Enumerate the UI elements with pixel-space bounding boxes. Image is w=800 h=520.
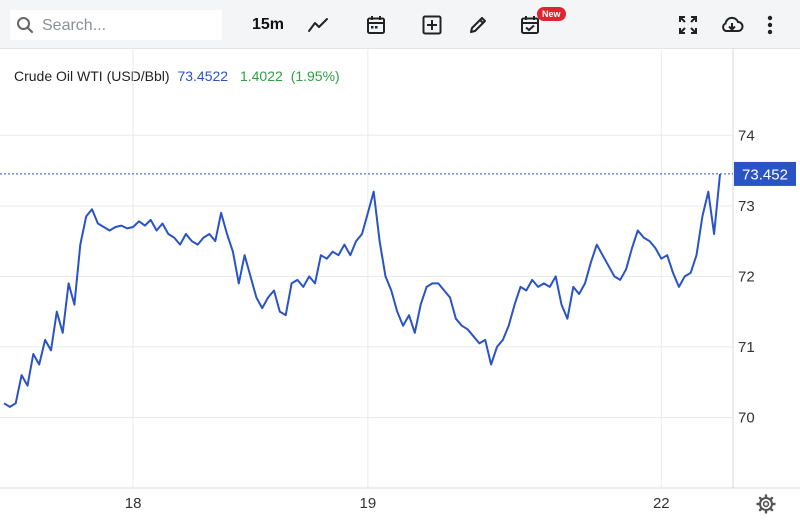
download-button[interactable] bbox=[718, 12, 746, 38]
plus-square-icon bbox=[422, 15, 442, 35]
draw-tool-button[interactable] bbox=[464, 12, 492, 38]
cloud-download-icon bbox=[722, 16, 744, 32]
pencil-icon bbox=[470, 17, 486, 33]
last-price-label: 73.452 bbox=[734, 161, 796, 186]
date-range-button[interactable] bbox=[362, 12, 390, 38]
chart-legend: Crude Oil WTI (USD/Bbl) 73.4522 1.4022 (… bbox=[14, 68, 340, 84]
x-tick-label: 19 bbox=[360, 495, 377, 512]
fullscreen-button[interactable] bbox=[674, 12, 702, 38]
chart-settings-button[interactable] bbox=[756, 494, 776, 514]
search-input[interactable] bbox=[40, 10, 219, 42]
more-vertical-icon bbox=[767, 15, 773, 35]
calendar-check-icon bbox=[521, 16, 539, 34]
y-tick-label: 70 bbox=[738, 409, 755, 426]
legend-change-pct: (1.95%) bbox=[290, 68, 340, 84]
calendar-icon bbox=[367, 16, 385, 34]
x-tick-label: 18 bbox=[125, 495, 142, 512]
expand-icon bbox=[679, 16, 697, 34]
y-tick-label: 74 bbox=[738, 127, 755, 144]
new-badge: New bbox=[537, 7, 566, 21]
chart-type-button[interactable] bbox=[304, 12, 332, 38]
events-button[interactable] bbox=[516, 12, 544, 38]
line-chart-icon bbox=[308, 18, 328, 32]
gear-icon bbox=[756, 494, 776, 514]
legend-change: 1.4022 bbox=[239, 68, 283, 84]
search-icon bbox=[16, 16, 34, 39]
more-menu-button[interactable] bbox=[758, 12, 782, 38]
legend-symbol: Crude Oil WTI (USD/Bbl) bbox=[14, 68, 170, 84]
price-line bbox=[3, 174, 721, 408]
y-tick-label: 72 bbox=[738, 268, 755, 285]
symbol-search[interactable] bbox=[10, 10, 222, 42]
interval-selector[interactable]: 15m bbox=[251, 16, 285, 33]
y-tick-label: 71 bbox=[738, 339, 755, 356]
add-indicator-button[interactable] bbox=[418, 12, 446, 38]
last-price-text: 73.452 bbox=[742, 166, 788, 183]
x-tick-label: 22 bbox=[653, 495, 670, 512]
y-tick-label: 73 bbox=[738, 198, 755, 215]
last-price-tag bbox=[734, 161, 796, 186]
chart-toolbar: 15m bbox=[0, 0, 800, 49]
legend-last-value: 73.4522 bbox=[177, 68, 229, 84]
